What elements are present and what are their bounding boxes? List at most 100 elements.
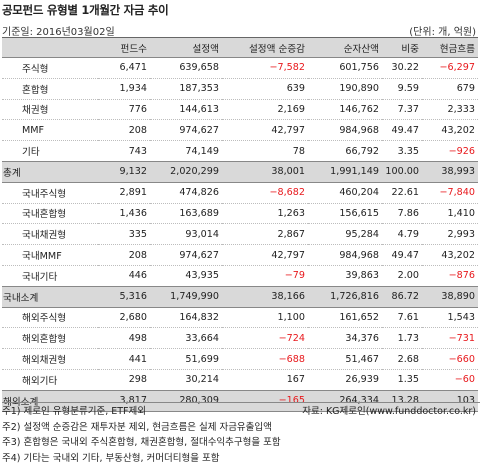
table-cell: 2,891: [98, 182, 150, 204]
table-cell: 2,680: [98, 307, 150, 329]
table-cell: −876: [422, 265, 478, 287]
row-label: 국내주식형: [2, 182, 98, 204]
table-row: 국내채권형 335 93,014 2,867 95,284 4.79 2,993: [2, 223, 478, 246]
table-cell: 22.61: [382, 182, 422, 204]
table-cell: 100.00: [382, 160, 422, 183]
row-label: 혼합형: [2, 78, 98, 100]
table-cell: −165: [222, 389, 308, 412]
table-cell: 49.47: [382, 244, 422, 266]
table-row: 국내MMF 208 974,627 42,797 984,968 49.47 43,202: [2, 244, 478, 266]
table-cell: 51,699: [150, 348, 222, 370]
table-cell: 743: [98, 140, 150, 162]
table-cell: 1,263: [222, 203, 308, 225]
table-cell: 26,939: [308, 369, 382, 391]
table-header-row: 펀드수 설정액 설정액 순증감 순자산액 비중 현금흐름: [2, 37, 478, 58]
table-cell: 2,169: [222, 99, 308, 121]
table-cell: 1.73: [382, 327, 422, 350]
table-cell: 30,214: [150, 369, 222, 391]
table-cell: 66,792: [308, 140, 382, 162]
table-cell: 1,410: [422, 203, 478, 225]
footnotes: 주1) 제로인 유형분류기준, ETF제외 자료: KG제로인(www.fundd…: [2, 402, 480, 466]
table-row: 국내혼합형 1,436 163,689 1,263 156,615 7.86 1,410: [2, 203, 478, 225]
table-cell: 74,149: [150, 140, 222, 162]
table-cell: 1,934: [98, 78, 150, 100]
table-cell: 1,543: [422, 307, 478, 329]
fund-flow-table: 펀드수 설정액 설정액 순증감 순자산액 비중 현금흐름 주식형 6,471 639…: [2, 37, 478, 412]
table-cell: 43,202: [422, 119, 478, 142]
table-cell: 144,613: [150, 99, 222, 121]
row-label: 해외혼합형: [2, 327, 98, 350]
table-cell: 208: [98, 244, 150, 266]
table-cell: 460,204: [308, 182, 382, 204]
table-cell: 190,890: [308, 78, 382, 100]
row-label: 기타: [2, 140, 98, 162]
table-cell: 38,993: [422, 160, 478, 183]
table-row: 해외혼합형 498 33,664 −724 34,376 1.73 −731: [2, 327, 478, 350]
table-total-row: 총계 9,132 2,020,299 38,001 1,991,149 100.00 38,…: [2, 160, 478, 183]
footnote-text: 주4) 기타는 국내외 기타, 부동산형, 커머더티형을 포함: [2, 452, 220, 464]
source-credit: 자료: KG제로인(www.funddoctor.co.kr): [302, 406, 476, 417]
table-cell: 1,991,149: [308, 160, 382, 183]
table-cell: 5,316: [98, 285, 150, 308]
table-cell: 1,436: [98, 203, 150, 225]
table-cell: 146,762: [308, 99, 382, 121]
table-cell: 3,817: [98, 389, 150, 412]
table-cell: 264,334: [308, 389, 382, 412]
table-cell: 2.68: [382, 348, 422, 370]
base-date: 기준일: 2016년03월02일: [2, 27, 115, 38]
column-header: [2, 37, 98, 58]
table-cell: −7,582: [222, 57, 308, 79]
table-cell: −79: [222, 265, 308, 287]
table-cell: −724: [222, 327, 308, 350]
table-cell: −688: [222, 348, 308, 370]
table-cell: 93,014: [150, 223, 222, 246]
table-cell: 3.35: [382, 140, 422, 162]
table-cell: 1,726,816: [308, 285, 382, 308]
row-label: 국내기타: [2, 265, 98, 287]
footnote: 주2) 설정액 순증감은 재투자분 제외, 현금흐름은 실제 자금유출입액: [2, 420, 480, 436]
table-cell: 156,615: [308, 203, 382, 225]
table-cell: 34,376: [308, 327, 382, 350]
table-cell: 7.61: [382, 307, 422, 329]
table-cell: −660: [422, 348, 478, 370]
table-cell: 164,832: [150, 307, 222, 329]
table-cell: 1,100: [222, 307, 308, 329]
table-cell: 498: [98, 327, 150, 350]
table-cell: 1.35: [382, 369, 422, 391]
table-cell: 7.86: [382, 203, 422, 225]
table-cell: 2,993: [422, 223, 478, 246]
row-label: 채권형: [2, 99, 98, 121]
unit-label: (단위: 개, 억원): [409, 27, 476, 38]
table-cell: −60: [422, 369, 478, 391]
table-cell: 639,658: [150, 57, 222, 79]
table-row: 해외채권형 441 51,699 −688 51,467 2.68 −660: [2, 348, 478, 370]
table-cell: 2,867: [222, 223, 308, 246]
table-row: 국내주식형 2,891 474,826 −8,682 460,204 22.61 −7,84…: [2, 182, 478, 204]
table-cell: 95,284: [308, 223, 382, 246]
table-cell: 187,353: [150, 78, 222, 100]
table-cell: −926: [422, 140, 478, 162]
table-cell: 33,664: [150, 327, 222, 350]
table-cell: 208: [98, 119, 150, 142]
table-cell: 43,202: [422, 244, 478, 266]
row-label: 해외기타: [2, 369, 98, 391]
footnote-text: 주2) 설정액 순증감은 재투자분 제외, 현금흐름은 실제 자금유출입액: [2, 421, 272, 433]
table-cell: 441: [98, 348, 150, 370]
table-cell: 474,826: [150, 182, 222, 204]
footnote: 주1) 제로인 유형분류기준, ETF제외 자료: KG제로인(www.fundd…: [2, 404, 480, 420]
row-label: 해외주식형: [2, 307, 98, 329]
table-cell: −731: [422, 327, 478, 350]
table-cell: −8,682: [222, 182, 308, 204]
table-cell: 39,863: [308, 265, 382, 287]
column-header: 설정액: [150, 37, 222, 58]
row-label: 국내소계: [2, 285, 98, 308]
table-cell: 30.22: [382, 57, 422, 79]
table-cell: 9,132: [98, 160, 150, 183]
footnote: 주3) 혼합형은 국내외 주식혼합형, 채권혼합형, 절대수익추구형을 포함: [2, 435, 480, 451]
row-label: 국내MMF: [2, 244, 98, 266]
table-row: 혼합형 1,934 187,353 639 190,890 9.59 679: [2, 78, 478, 100]
row-label: 총계: [2, 160, 98, 183]
table-cell: 42,797: [222, 119, 308, 142]
table-cell: 984,968: [308, 119, 382, 142]
